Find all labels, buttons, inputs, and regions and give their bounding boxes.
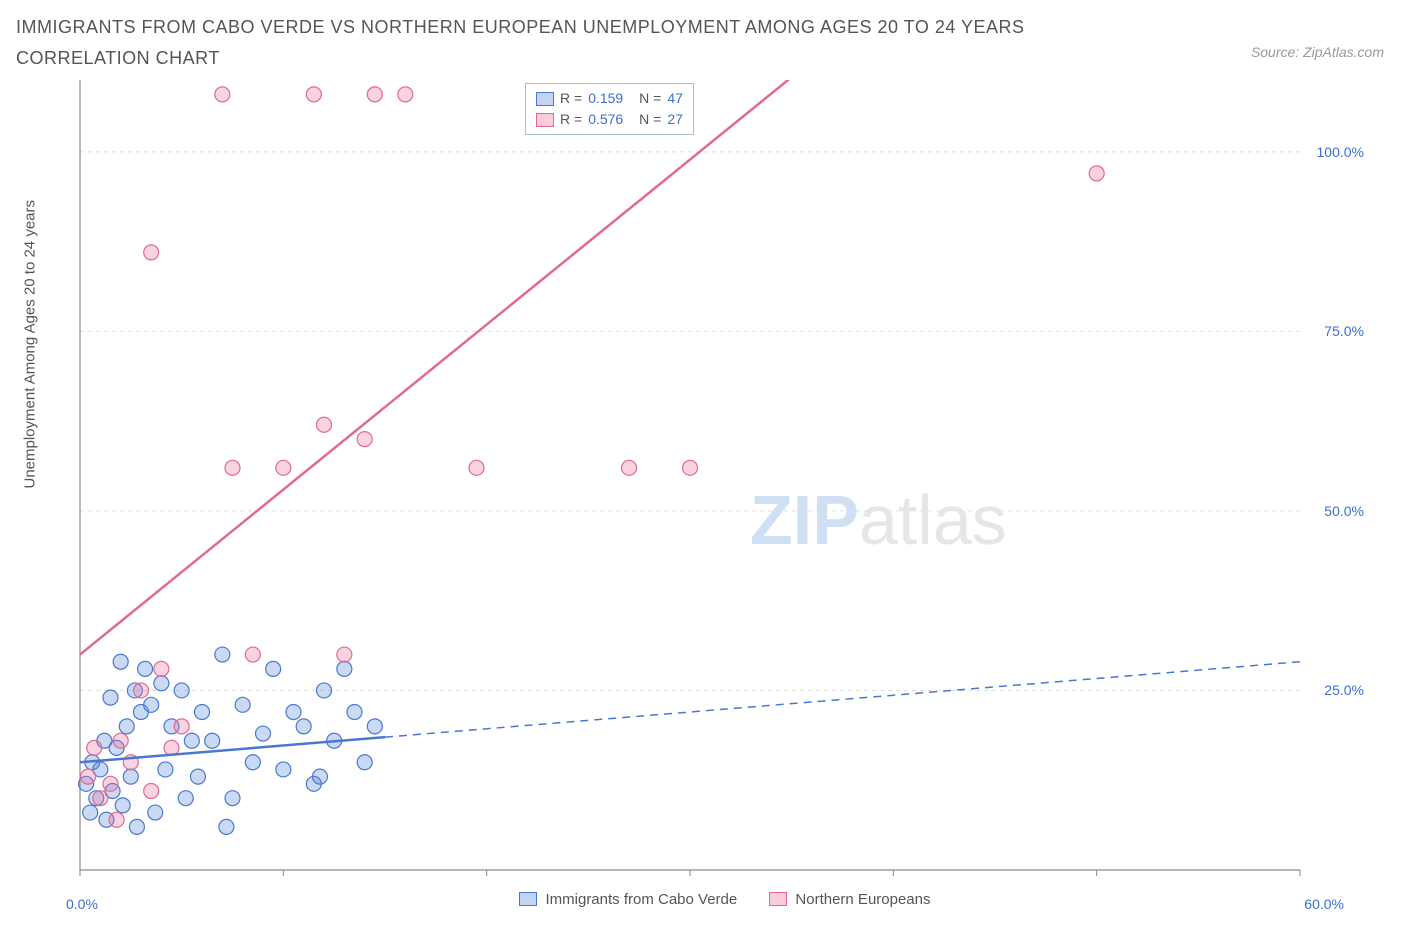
- square-swatch-icon: [536, 92, 554, 106]
- correlation-legend: R = 0.159 N = 47 R = 0.576 N = 27: [525, 83, 694, 135]
- square-swatch-icon: [519, 892, 537, 906]
- y-tick-label: 75.0%: [1324, 323, 1364, 339]
- legend-item: Immigrants from Cabo Verde: [519, 891, 737, 908]
- legend-item: Northern Europeans: [769, 891, 930, 908]
- n-value: 27: [667, 109, 683, 130]
- r-value: 0.576: [588, 109, 623, 130]
- square-swatch-icon: [536, 113, 554, 127]
- chart-area: Unemployment Among Ages 20 to 24 years Z…: [70, 80, 1380, 910]
- y-tick-label: 100.0%: [1317, 144, 1364, 160]
- r-label: R =: [560, 109, 582, 130]
- n-value: 47: [667, 88, 683, 109]
- legend-label: Northern Europeans: [795, 891, 930, 908]
- source-attribution: Source: ZipAtlas.com: [1251, 44, 1384, 60]
- legend-label: Immigrants from Cabo Verde: [545, 891, 737, 908]
- y-tick-label: 50.0%: [1324, 503, 1364, 519]
- legend-row: R = 0.159 N = 47: [536, 88, 683, 109]
- scatter-plot-svg: [70, 80, 1380, 910]
- chart-title: IMMIGRANTS FROM CABO VERDE VS NORTHERN E…: [16, 12, 1116, 73]
- n-label: N =: [639, 88, 661, 109]
- series-legend: Immigrants from Cabo Verde Northern Euro…: [70, 891, 1380, 911]
- y-axis-label: Unemployment Among Ages 20 to 24 years: [22, 200, 39, 489]
- r-value: 0.159: [588, 88, 623, 109]
- n-label: N =: [639, 109, 661, 130]
- square-swatch-icon: [769, 892, 787, 906]
- r-label: R =: [560, 88, 582, 109]
- legend-row: R = 0.576 N = 27: [536, 109, 683, 130]
- y-tick-label: 25.0%: [1324, 682, 1364, 698]
